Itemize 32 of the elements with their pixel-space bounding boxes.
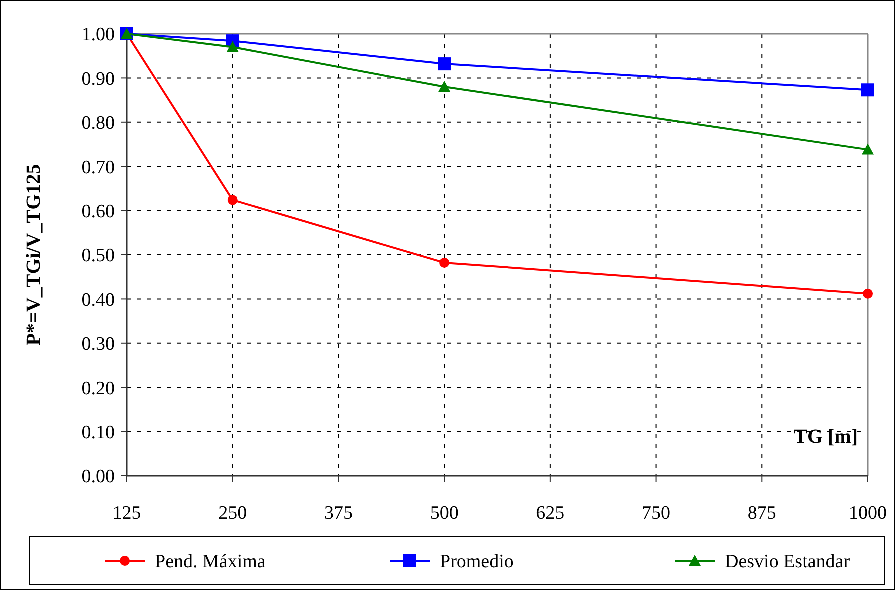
x-tick-label: 250 [218, 503, 248, 524]
legend-label: Pend. Máxima [155, 552, 266, 573]
legend-label: Promedio [440, 552, 514, 573]
x-tick-label: 750 [642, 503, 671, 524]
y-tick-label: 0.10 [82, 422, 115, 444]
x-axis-title: TG [m] [794, 426, 858, 448]
point [226, 41, 239, 52]
x-tick-label: 625 [536, 503, 565, 524]
y-tick-label: 0.90 [82, 68, 115, 90]
y-tick-label: 0.20 [82, 378, 115, 400]
y-tick-label: 0.00 [82, 466, 115, 488]
point [228, 195, 238, 206]
y-tick-label: 0.80 [82, 113, 115, 134]
point [438, 58, 452, 71]
point [862, 84, 874, 97]
point [862, 144, 874, 155]
x-tick-label: 875 [748, 503, 776, 524]
y-tick-label: 0.60 [82, 201, 115, 222]
x-tick-label: 500 [430, 503, 459, 524]
y-tick-label: 1.00 [82, 24, 115, 46]
y-tick-label: 0.40 [82, 290, 115, 311]
y-tick-label: 0.30 [82, 334, 115, 356]
point [863, 288, 873, 299]
x-tick-label: 375 [324, 503, 353, 524]
point [438, 81, 451, 92]
y-tick-label: 0.70 [82, 157, 115, 178]
x-tick-label: 125 [112, 503, 142, 524]
legend-label: Desvio Estandar [725, 552, 851, 573]
x-tick-label: 1000 [849, 503, 887, 524]
point [440, 258, 450, 268]
y-tick-label: 0.50 [82, 246, 115, 267]
y-axis-title: P*=V_TGi/V_TG125 [23, 164, 45, 346]
